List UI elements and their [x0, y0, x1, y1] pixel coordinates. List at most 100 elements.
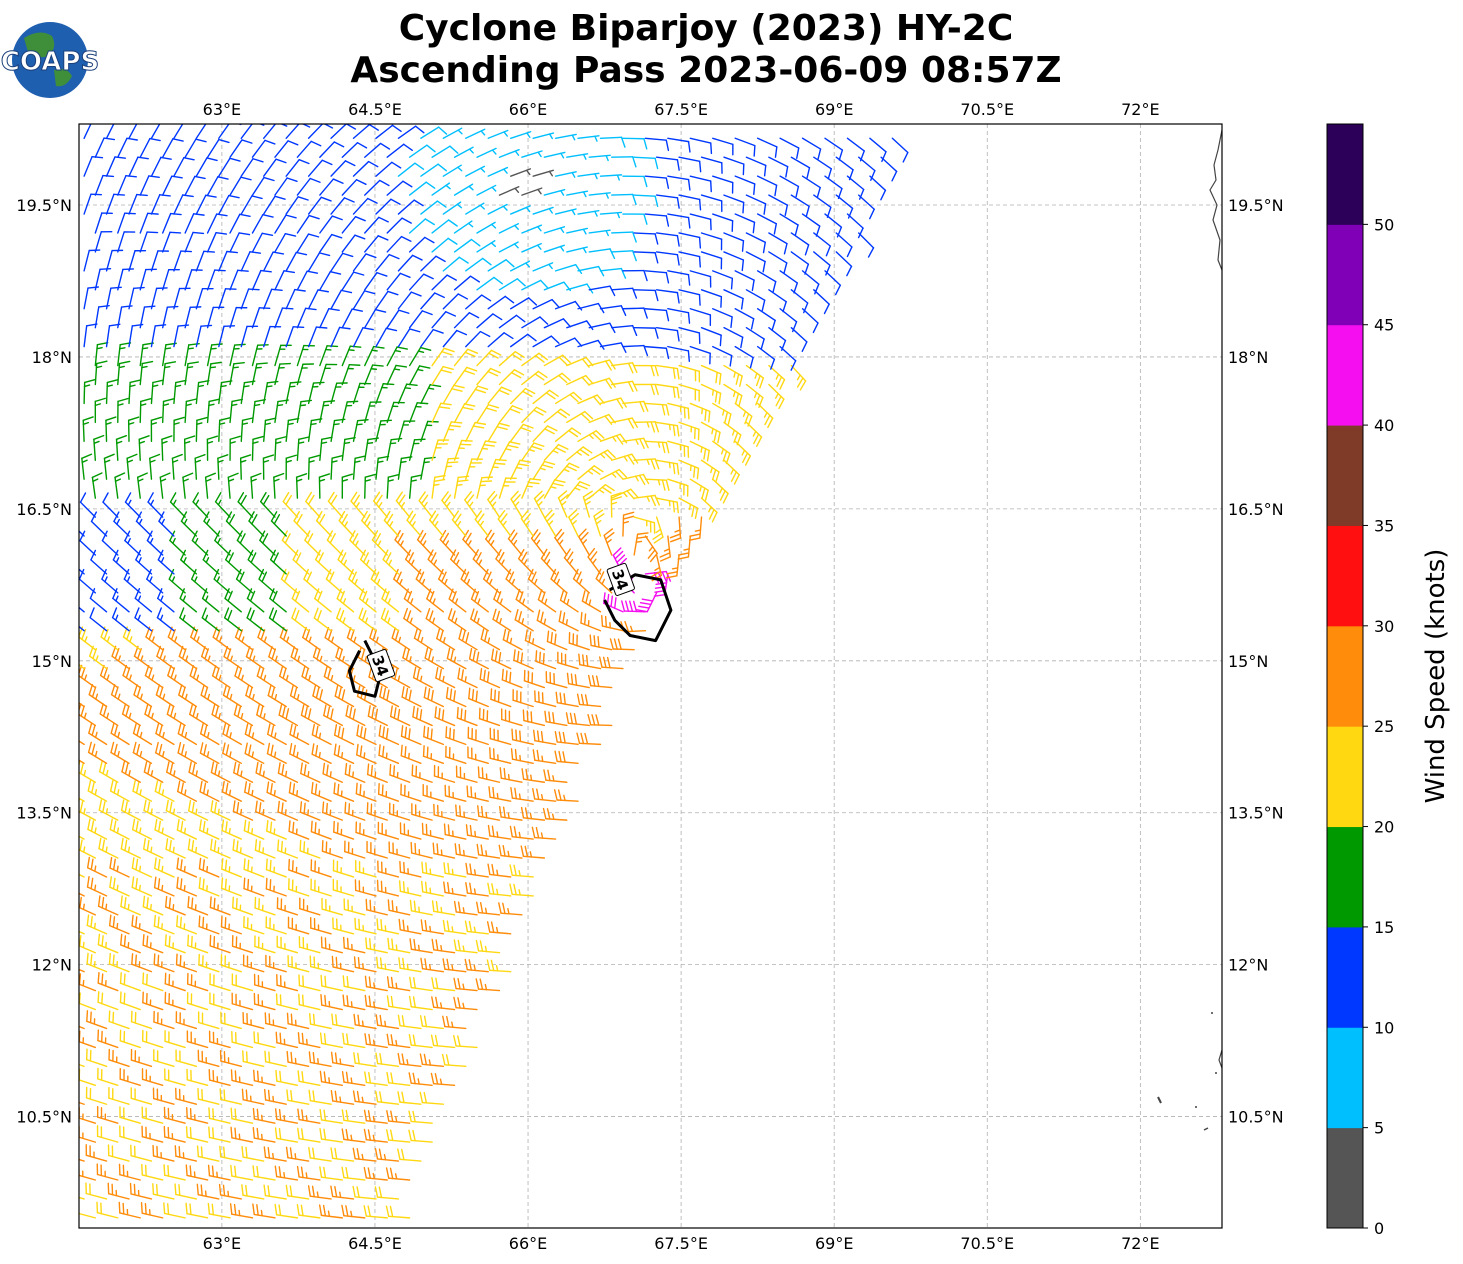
wind-barb-full [230, 1069, 233, 1082]
wind-barb-full [89, 1011, 92, 1024]
wind-barb [398, 880, 422, 897]
wind-barb-full [471, 688, 475, 701]
wind-barb-full [593, 635, 596, 647]
wind-barb-shaft [612, 648, 635, 651]
wind-barb [109, 780, 130, 802]
wind-barb-half [186, 366, 194, 369]
wind-barb [398, 957, 422, 973]
wind-barb-full [90, 858, 94, 871]
wind-barb [219, 1049, 242, 1068]
wind-barb-full [481, 476, 494, 479]
wind-barb-full [346, 995, 349, 1007]
wind-barb-full [289, 723, 293, 736]
wind-barb [79, 740, 85, 746]
wind-barb [544, 710, 568, 727]
wind-barb [319, 1032, 343, 1049]
wind-barb-full [401, 1091, 405, 1104]
wind-barb-full [426, 727, 430, 739]
wind-barb [397, 1148, 422, 1162]
wind-barb-full [123, 992, 126, 1005]
wind-barb-full [141, 1163, 143, 1176]
wind-barb-full [220, 877, 224, 890]
wind-barb-full [498, 902, 502, 914]
wind-barb-full [322, 1204, 327, 1217]
wind-barb-full [442, 919, 446, 932]
wind-barb-full [424, 881, 428, 894]
wind-barb-full [378, 724, 382, 737]
wind-barb-full [97, 991, 100, 1003]
wind-barb-half [95, 693, 99, 700]
wind-barb-half [395, 982, 398, 990]
wind-barb [389, 763, 411, 783]
wind-barb [276, 897, 299, 916]
wind-barb [208, 1126, 231, 1143]
wind-barb [400, 783, 422, 802]
wind-barb-full [213, 801, 217, 814]
wind-barb-half [394, 1173, 398, 1180]
wind-barb-full [315, 744, 319, 757]
wind-barb [131, 818, 153, 840]
wind-barb [275, 993, 299, 1011]
wind-barb [386, 976, 411, 992]
wind-barb-full [135, 858, 139, 871]
wind-barb [274, 1165, 299, 1181]
wind-barb-full [390, 1072, 394, 1084]
wind-barb-full [435, 900, 439, 913]
wind-barb-full [266, 742, 271, 755]
wind-barb-full [101, 935, 104, 947]
wind-barb-half [128, 712, 132, 720]
wind-barb-half [164, 347, 172, 350]
wind-barb [385, 1205, 411, 1219]
wind-barb-half [266, 385, 273, 388]
wind-barb-full [91, 743, 96, 756]
wind-barb-half [462, 907, 465, 914]
wind-barb-full [211, 703, 216, 716]
wind-barb-full [397, 1014, 401, 1027]
wind-barb-full [491, 825, 495, 838]
wind-barb [108, 914, 130, 935]
wind-barb-full [479, 978, 484, 991]
wind-barb-full [390, 1110, 394, 1123]
wind-barb-full [359, 726, 363, 738]
wind-barb-half [529, 851, 533, 858]
wind-barb-full [431, 900, 435, 913]
wind-barb-full [367, 1205, 371, 1218]
wind-barb-full [441, 709, 445, 722]
wind-barb-half [333, 423, 340, 426]
wind-barb-half [172, 846, 175, 854]
wind-barb [79, 968, 85, 973]
wind-barb [155, 722, 175, 746]
wind-barb-full [562, 731, 566, 744]
wind-barb-half [427, 387, 435, 390]
wind-barb-half [473, 964, 476, 972]
wind-barb-full [342, 975, 345, 987]
wind-barb [422, 745, 445, 765]
wind-barb-full [254, 839, 258, 851]
wind-barb-full [375, 1052, 379, 1065]
wind-barb [333, 743, 355, 765]
wind-barb-full [278, 1108, 282, 1121]
wind-barb-half [206, 751, 210, 758]
wind-barb-full [497, 690, 500, 703]
wind-barb-full [509, 671, 512, 684]
wind-barb-full [312, 381, 325, 384]
wind-barb [230, 1164, 254, 1181]
wind-barb-full [269, 859, 272, 872]
wind-barb [386, 1071, 411, 1086]
wind-barb-full [157, 954, 160, 967]
wind-barb-half [161, 865, 164, 873]
wind-barb-half [635, 540, 643, 543]
wind-barb-full [158, 724, 163, 737]
wind-barb-full [391, 900, 394, 912]
wind-barb [453, 996, 478, 1011]
wind-barb-full [155, 684, 161, 696]
wind-barb [331, 1013, 355, 1030]
wind-barb-full [479, 901, 484, 914]
wind-barb-full [219, 1145, 222, 1158]
wind-barb-half [116, 789, 120, 796]
wind-barb [408, 1072, 433, 1086]
wind-barb-full [457, 939, 461, 952]
wind-barb-full [401, 1015, 405, 1027]
wind-barb-full [385, 1167, 390, 1179]
wind-barb [332, 859, 355, 878]
